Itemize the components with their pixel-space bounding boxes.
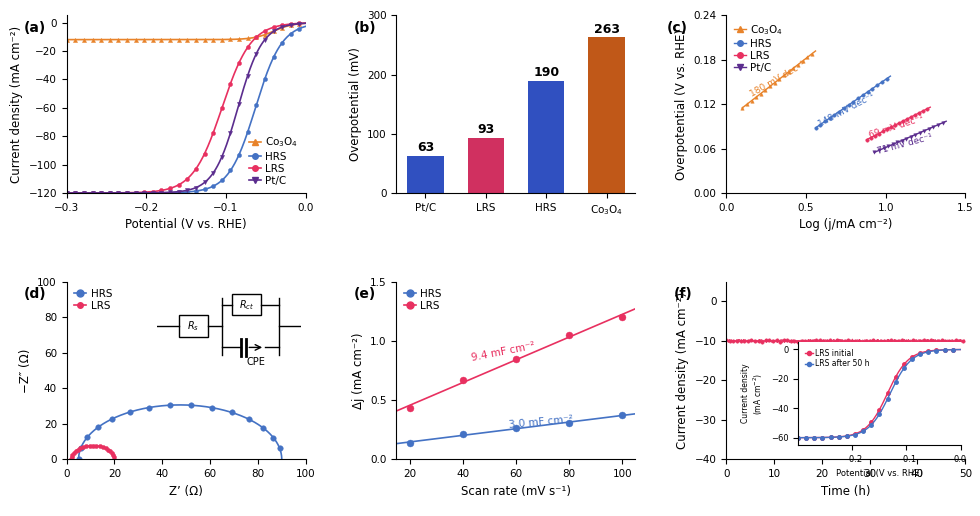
X-axis label: Potential (V vs. RHE): Potential (V vs. RHE) — [125, 218, 247, 231]
Text: 148 mV dec⁻¹: 148 mV dec⁻¹ — [817, 91, 876, 128]
Legend: Co$_3$O$_4$, HRS, LRS, Pt/C: Co$_3$O$_4$, HRS, LRS, Pt/C — [731, 21, 785, 75]
Legend: Co$_3$O$_4$, HRS, LRS, Pt/C: Co$_3$O$_4$, HRS, LRS, Pt/C — [247, 134, 301, 188]
Text: (e): (e) — [354, 287, 375, 301]
Bar — [408, 156, 444, 193]
Y-axis label: Current density (mA cm⁻²): Current density (mA cm⁻²) — [10, 26, 23, 183]
Text: 93: 93 — [477, 123, 495, 136]
Text: 263: 263 — [594, 23, 619, 36]
Text: 69 mV dec⁻¹: 69 mV dec⁻¹ — [868, 114, 925, 140]
X-axis label: Log (j/mA cm⁻²): Log (j/mA cm⁻²) — [799, 218, 893, 231]
Text: (b): (b) — [354, 21, 376, 35]
Y-axis label: Δj (mA cm⁻²): Δj (mA cm⁻²) — [352, 332, 365, 409]
Text: 3.0 mF cm⁻²: 3.0 mF cm⁻² — [508, 414, 573, 430]
Bar — [467, 138, 504, 193]
Y-axis label: Current density (mA cm⁻²): Current density (mA cm⁻²) — [676, 292, 689, 449]
Text: (c): (c) — [666, 21, 688, 35]
Legend: HRS, LRS: HRS, LRS — [402, 287, 444, 313]
Text: 71 mV dec⁻¹: 71 mV dec⁻¹ — [876, 133, 933, 156]
X-axis label: Z’ (Ω): Z’ (Ω) — [170, 485, 203, 497]
Text: (f): (f) — [673, 287, 693, 301]
Text: (a): (a) — [24, 21, 46, 35]
Legend: HRS, LRS: HRS, LRS — [72, 287, 115, 313]
Text: 9.4 mF cm⁻²: 9.4 mF cm⁻² — [470, 341, 536, 363]
Bar — [528, 80, 564, 193]
Bar — [588, 37, 624, 193]
Text: 180 mV dec⁻¹: 180 mV dec⁻¹ — [749, 60, 808, 99]
X-axis label: Scan rate (mV s⁻¹): Scan rate (mV s⁻¹) — [461, 485, 571, 497]
Text: 63: 63 — [416, 141, 434, 154]
Y-axis label: Overpotential (V vs. RHE): Overpotential (V vs. RHE) — [675, 29, 688, 180]
Text: 190: 190 — [533, 66, 560, 79]
X-axis label: Time (h): Time (h) — [821, 485, 870, 497]
Y-axis label: Overpotential (mV): Overpotential (mV) — [349, 47, 362, 161]
Text: (d): (d) — [24, 287, 46, 301]
Y-axis label: −Z″ (Ω): −Z″ (Ω) — [19, 348, 31, 393]
